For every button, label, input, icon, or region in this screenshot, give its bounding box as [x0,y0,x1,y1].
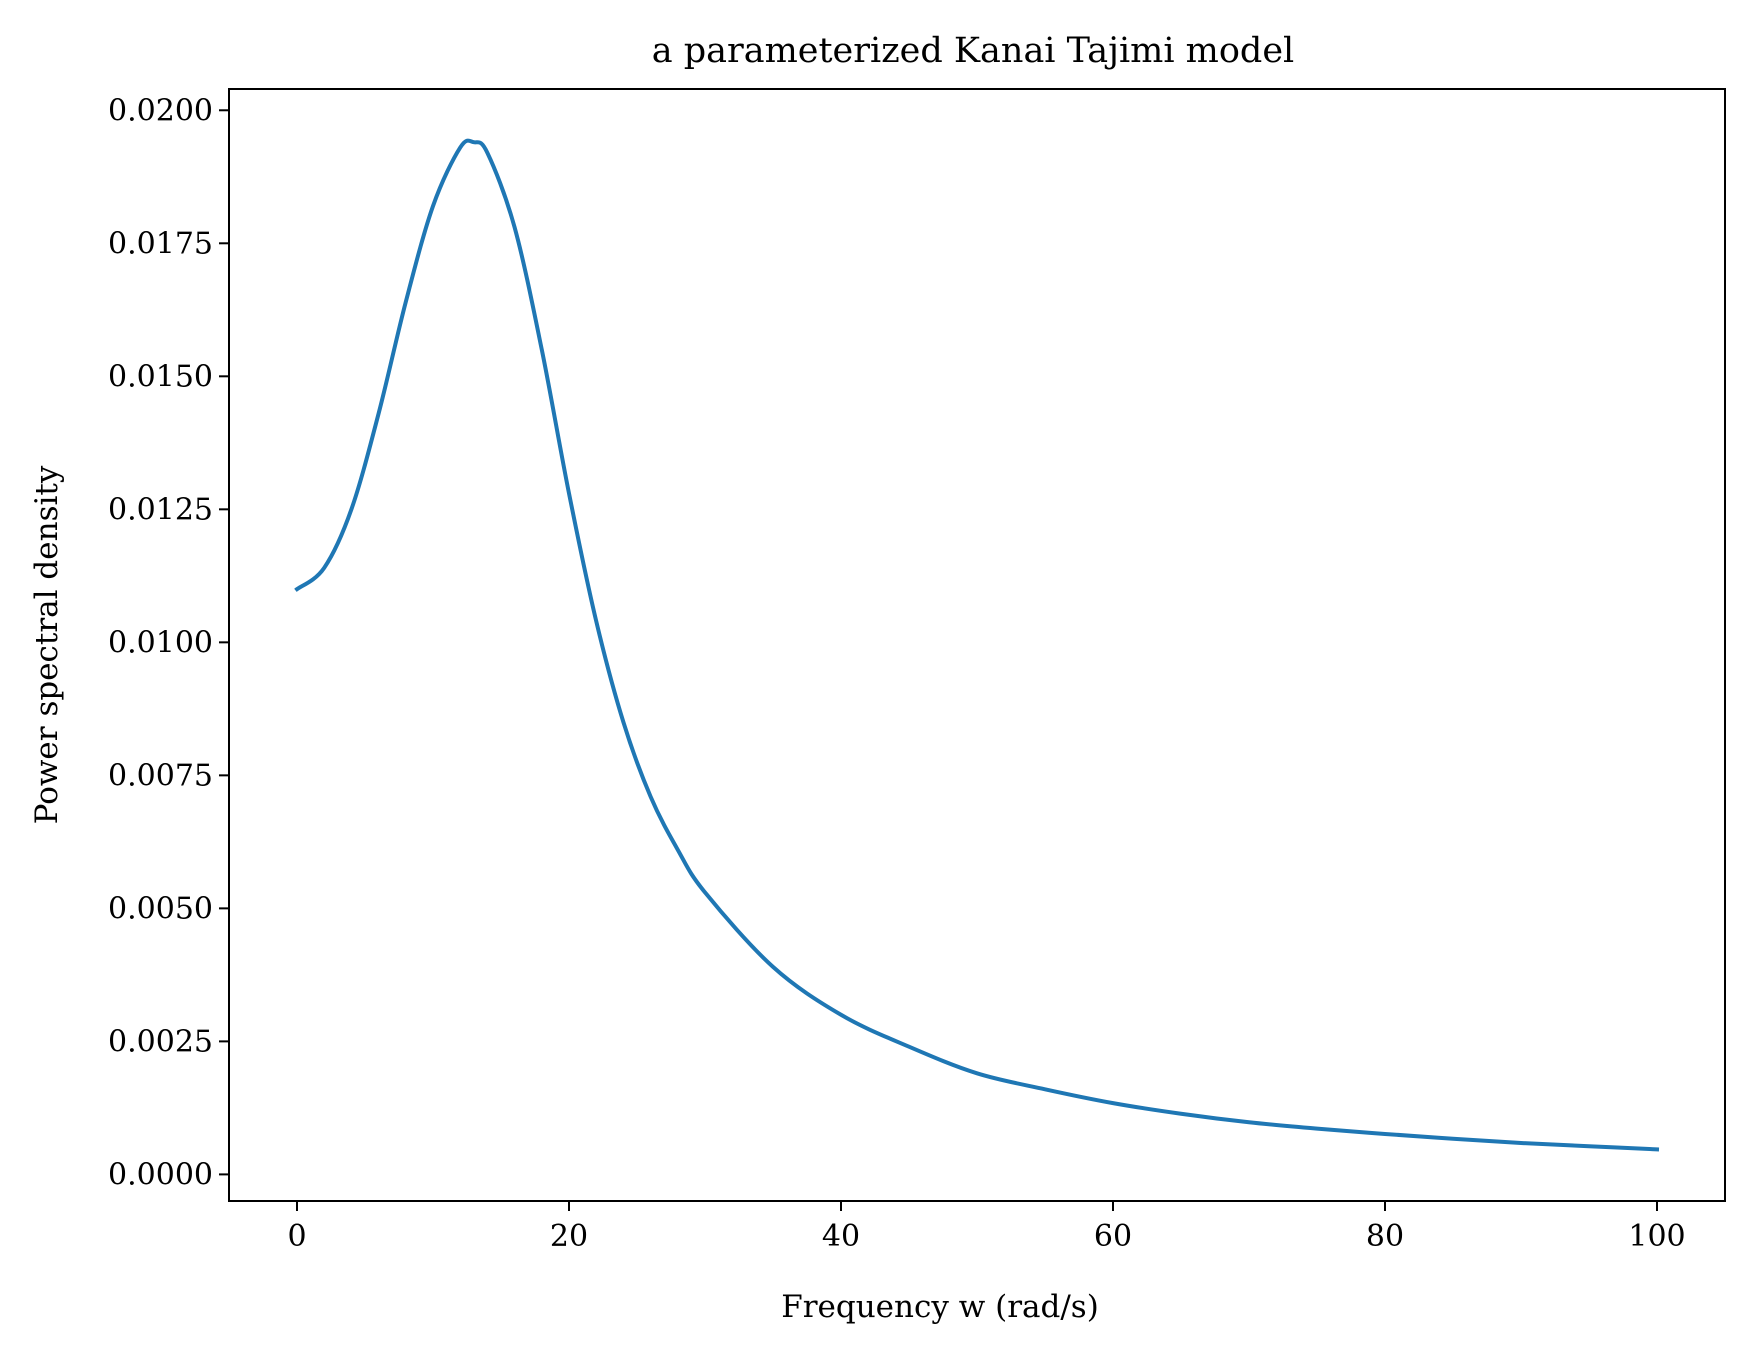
y-tick-label: 0.0100 [108,625,213,660]
y-axis-label: Power spectral density [29,465,65,824]
chart-title: a parameterized Kanai Tajimi model [652,31,1295,71]
y-tick-label: 0.0175 [108,226,213,261]
x-tick-label: 0 [287,1219,306,1254]
y-tick-label: 0.0050 [108,891,213,926]
y-axis-ticks: 0.0000 0.0025 0.0050 0.0075 0.0100 0.0125 0.01… [108,93,229,1192]
x-tick-label: 60 [1094,1219,1132,1254]
series-line-0 [294,138,1660,1152]
y-tick-label: 0.0000 [108,1157,213,1192]
plot-frame [228,88,1726,1202]
plot-lines [294,138,1660,1152]
x-axis-ticks: 0 20 40 60 80 100 [287,1201,1686,1254]
y-tick-label: 0.0075 [108,758,213,793]
y-tick-label: 0.0200 [108,93,213,128]
x-tick-label: 80 [1366,1219,1404,1254]
x-tick-label: 20 [550,1219,588,1254]
x-tick-label: 100 [1628,1219,1685,1254]
y-tick-label: 0.0025 [108,1024,213,1059]
y-tick-label: 0.0150 [108,359,213,394]
x-axis-label: Frequency w (rad/s) [781,1289,1099,1325]
y-tick-label: 0.0125 [108,492,213,527]
x-tick-label: 40 [822,1219,860,1254]
